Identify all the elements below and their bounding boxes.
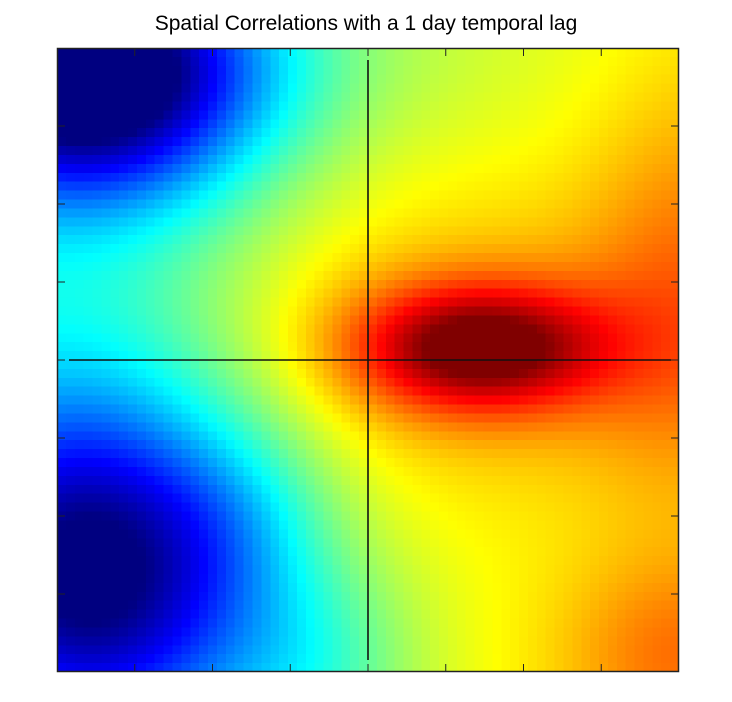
chart-title: Spatial Correlations with a 1 day tempor… xyxy=(154,12,578,35)
plot-overlay xyxy=(56,47,680,673)
plot-area xyxy=(56,47,680,673)
